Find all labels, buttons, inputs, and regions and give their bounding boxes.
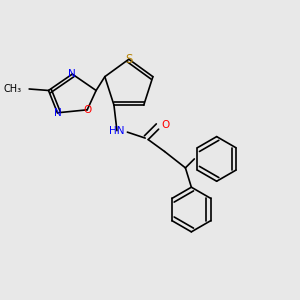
Text: N: N xyxy=(68,69,76,79)
Text: N: N xyxy=(53,108,61,118)
Text: O: O xyxy=(161,120,169,130)
Text: O: O xyxy=(83,105,91,115)
Text: HN: HN xyxy=(109,126,125,136)
Text: S: S xyxy=(125,53,133,66)
Text: CH₃: CH₃ xyxy=(4,84,22,94)
